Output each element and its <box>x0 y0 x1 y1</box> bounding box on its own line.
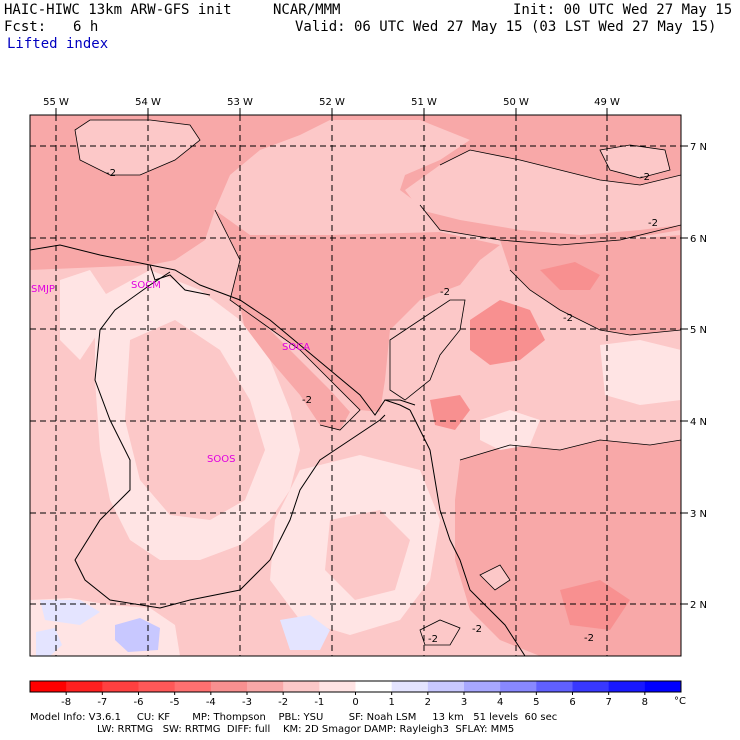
contour-label: -2 <box>440 287 450 298</box>
init-time: Init: 00 UTC Wed 27 May 15 <box>513 2 733 18</box>
legend-tick-label: 4 <box>497 697 503 708</box>
contour-value-labels: -2 -2 -2 -2 -2 -2 -2 -2 -2 <box>106 168 658 645</box>
legend-tick-label: -5 <box>170 697 180 708</box>
footer-model-info: Model Info: V3.6.1 CU: KF MP: Thompson P… <box>30 712 558 723</box>
legend-tick-label: 6 <box>569 697 575 708</box>
legend-tick-label: -4 <box>206 697 216 708</box>
station-label-socm: SOCM <box>131 280 161 291</box>
lat-label: 3 N <box>690 509 707 520</box>
contour-label: -2 <box>302 395 312 406</box>
coastline <box>30 244 411 416</box>
frame-ticks <box>55 108 688 605</box>
legend-tick-label: 7 <box>605 697 611 708</box>
contour-label: -2 <box>584 633 594 644</box>
legend-swatch <box>30 681 67 692</box>
legend-tick-label: -6 <box>134 697 144 708</box>
forecast-label: Fcst: <box>4 19 47 35</box>
legend-tick-label: 3 <box>461 697 467 708</box>
border-guyana-suriname <box>74 271 386 609</box>
contour-label: -2 <box>563 313 573 324</box>
legend-swatch <box>102 681 139 692</box>
legend-swatch <box>536 681 573 692</box>
lon-label: 49 W <box>594 97 620 108</box>
legend-unit: °C <box>674 696 686 707</box>
contour-label: -2 <box>648 218 658 229</box>
forecast-hour: 6 h <box>73 19 99 35</box>
model-title: HAIC-HIWC 13km ARW-GFS init <box>4 2 232 18</box>
legend-swatch <box>464 681 501 692</box>
station-label-smjp: SMJP <box>31 284 55 295</box>
legend-swatch <box>283 681 320 692</box>
station-label-soca: SOCA <box>282 342 310 353</box>
legend-tick-label: -1 <box>314 697 324 708</box>
legend-swatch <box>391 681 429 692</box>
lon-label: 54 W <box>135 97 161 108</box>
legend-tick-label: 5 <box>533 697 539 708</box>
legend-swatch <box>500 681 537 692</box>
legend-swatch <box>572 681 610 692</box>
shaded-field <box>30 115 681 656</box>
field-name: Lifted index <box>7 36 109 52</box>
contour-label: -2 <box>472 624 482 635</box>
legend-colorbar <box>29 680 682 693</box>
legend-tick-label: -7 <box>97 697 107 708</box>
legend-tick-labels: -8 -7 -6 -5 -4 -3 -2 -1 0 1 2 3 4 5 6 7 8 <box>61 692 648 708</box>
legend-tick-label: -8 <box>61 697 71 708</box>
lat-lon-grid <box>30 115 681 656</box>
legend-swatch <box>355 681 393 692</box>
legend-tick-label: -3 <box>242 697 252 708</box>
river-mouth <box>149 264 211 296</box>
legend-swatch <box>608 681 646 692</box>
legend-tick-label: 8 <box>642 697 648 708</box>
legend-swatch <box>427 681 465 692</box>
legend-tick-label: 1 <box>388 697 394 708</box>
contour-label: -2 <box>640 172 650 183</box>
contour-lines <box>74 119 681 646</box>
legend-swatch <box>66 681 103 692</box>
contour-label: -2 <box>106 168 116 179</box>
legend-swatch <box>174 681 212 692</box>
longitude-labels: 55 W 54 W 53 W 52 W 51 W 50 W 49 W <box>43 97 620 108</box>
coastline-borders <box>30 244 526 656</box>
lon-label: 55 W <box>43 97 69 108</box>
footer-physics-info: LW: RRTMG SW: RRTMG DIFF: full KM: 2D Sm… <box>97 724 515 735</box>
map-frame <box>29 114 682 657</box>
lat-label: 2 N <box>690 600 707 611</box>
station-label-soos: SOOS <box>207 454 235 465</box>
lat-label: 5 N <box>690 325 707 336</box>
legend-swatch <box>319 681 356 692</box>
legend-swatch <box>644 681 682 692</box>
lon-label: 50 W <box>503 97 529 108</box>
lon-label: 51 W <box>411 97 437 108</box>
org-label: NCAR/MMM <box>273 2 341 18</box>
legend-swatch <box>247 681 284 692</box>
lat-label: 6 N <box>690 234 707 245</box>
station-labels: SMJP SOCM SOCA SOOS <box>31 280 310 465</box>
legend-swatch <box>138 681 176 692</box>
legend-tick-label: 2 <box>425 697 431 708</box>
lat-label: 7 N <box>690 142 707 153</box>
legend-tick-label: -2 <box>278 697 288 708</box>
lon-label: 53 W <box>227 97 253 108</box>
lat-label: 4 N <box>690 417 707 428</box>
contour-label: -2 <box>428 634 438 645</box>
border-french-guiana <box>409 409 526 656</box>
legend-tick-label: 0 <box>352 697 358 708</box>
legend-swatch <box>210 681 248 692</box>
valid-time: Valid: 06 UTC Wed 27 May 15 (03 LST Wed … <box>295 19 717 35</box>
lon-label: 52 W <box>319 97 345 108</box>
latitude-labels: 7 N 6 N 5 N 4 N 3 N 2 N <box>690 142 707 611</box>
